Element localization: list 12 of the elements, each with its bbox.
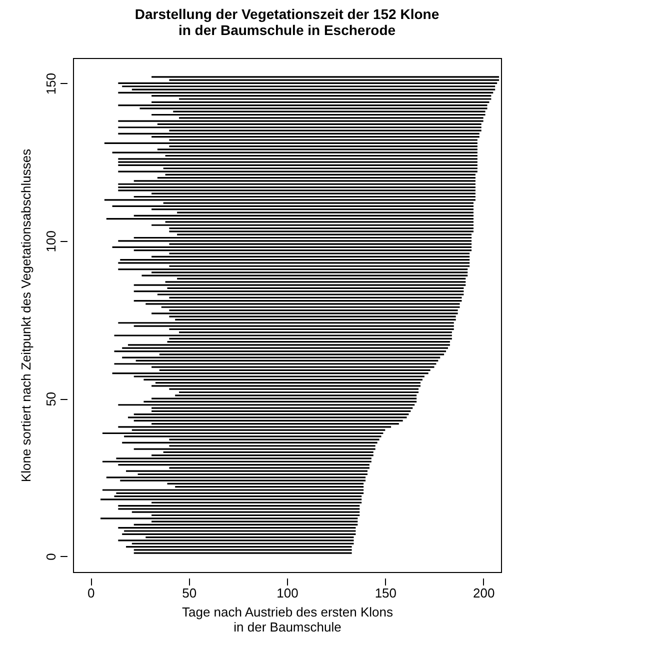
x-tick-label: 150 <box>374 586 397 600</box>
x-axis-title: Tage nach Austrieb des ersten Klons in der Baumschule <box>182 604 394 634</box>
y-axis-title: Klone sortiert nach Zeitpunkt des Vegetationsabschlusses <box>18 148 34 482</box>
x-tick-label: 50 <box>182 586 197 600</box>
y-tick-label: 0 <box>44 553 58 560</box>
y-tick-label: 100 <box>44 230 58 252</box>
x-tick-label: 100 <box>276 586 298 600</box>
x-tick-label: 200 <box>472 586 495 600</box>
y-tick-label: 150 <box>44 72 58 95</box>
y-tick-label: 50 <box>44 392 58 406</box>
x-tick-label: 0 <box>88 586 95 600</box>
chart-title: Darstellung der Vegetationszeit der 152 Klone in der Baumschule in Escherode <box>134 6 440 38</box>
